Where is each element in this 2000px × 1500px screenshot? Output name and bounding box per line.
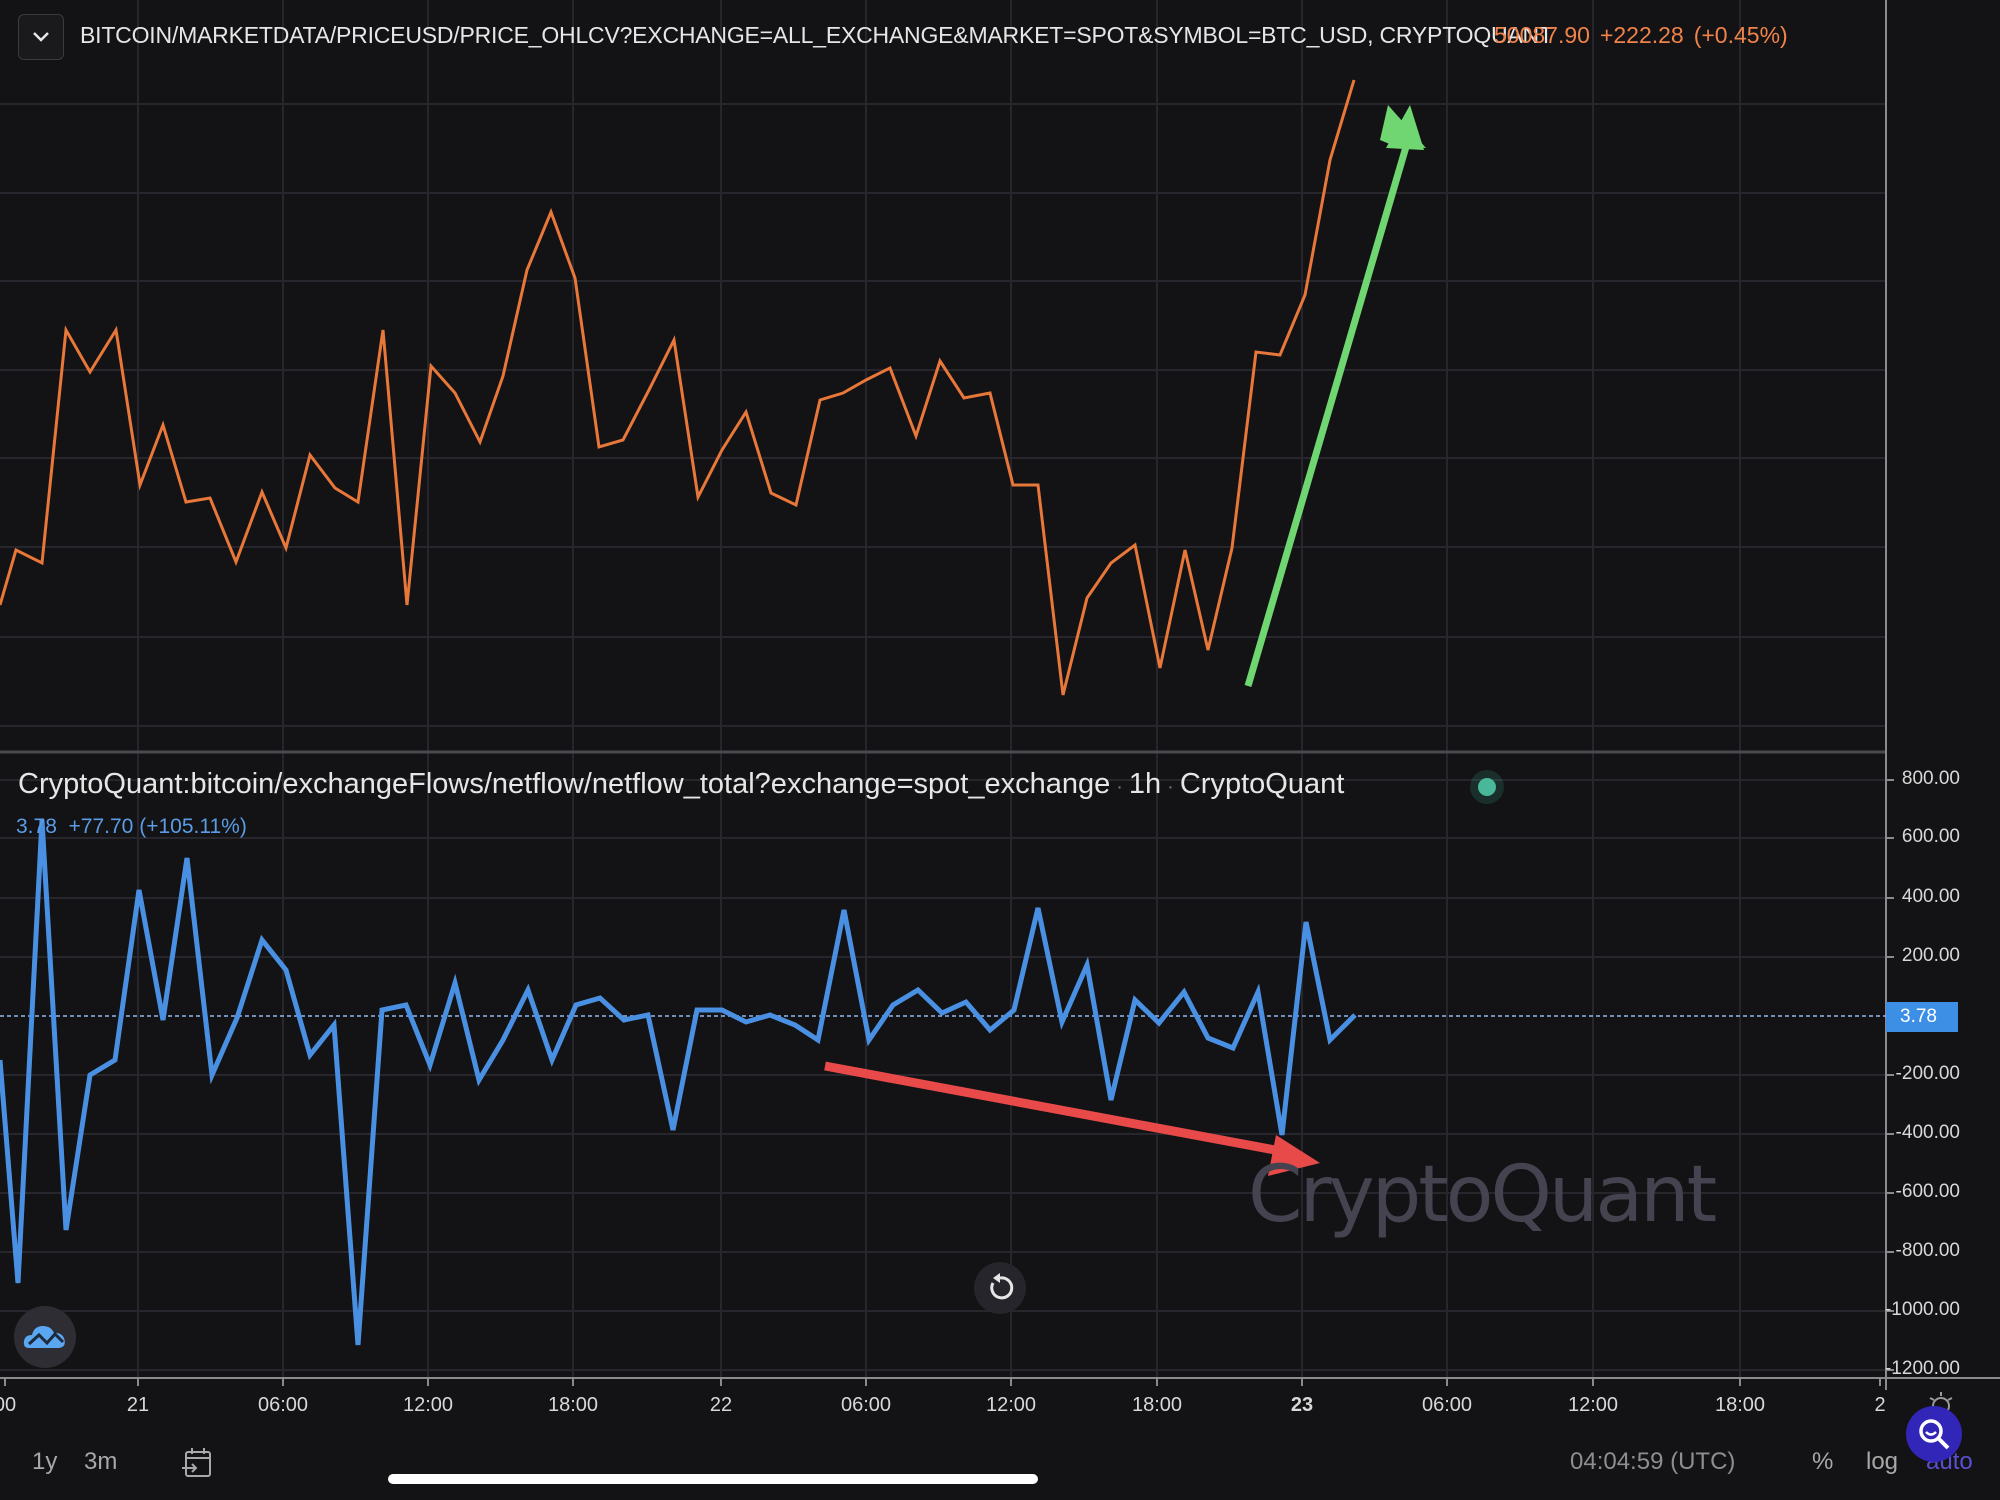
- separator-dot: ·: [1116, 776, 1123, 798]
- time-axis-ticks: [4, 1378, 1881, 1386]
- symbol-title: BITCOIN/MARKETDATA/PRICEUSD/PRICE_OHLCV?…: [80, 22, 1553, 48]
- y-axis-label: 400.00: [1901, 886, 1960, 907]
- chevron-down-icon: [33, 32, 49, 42]
- x-axis-label: 18:00: [1714, 1394, 1766, 1416]
- x-axis-label: 12:00: [985, 1394, 1037, 1416]
- range-3m-button[interactable]: 3m: [84, 1448, 118, 1475]
- indicator-change: +77.70: [68, 815, 134, 838]
- symbol-dropdown-button[interactable]: [18, 14, 64, 60]
- y-axis-label: 800.00: [1901, 768, 1960, 789]
- x-axis-label: 12:00: [1567, 1394, 1619, 1416]
- search-icon: [1919, 1419, 1950, 1450]
- home-indicator[interactable]: [388, 1474, 1038, 1484]
- status-dot-icon: [1470, 770, 1504, 804]
- reset-icon: [990, 1273, 1014, 1300]
- price-change: +222.28: [1599, 22, 1684, 48]
- y-axis-label: -1000.00: [1884, 1299, 1960, 1320]
- x-axis-label: 2: [1874, 1394, 1886, 1416]
- last-price: 50087.90: [1494, 22, 1590, 48]
- goto-date-button[interactable]: [180, 1446, 214, 1480]
- x-axis-label: 18:00: [1131, 1394, 1183, 1416]
- chart-grid: [0, 0, 1886, 1378]
- y-axis-label: -200.00: [1895, 1063, 1960, 1084]
- price-axis-ticks: [1886, 779, 1894, 1371]
- up-arrow-annotation: [1244, 105, 1426, 687]
- chart-type-button[interactable]: [14, 1306, 76, 1368]
- x-axis-label: 12:00: [402, 1394, 454, 1416]
- x-axis-label: 00: [0, 1394, 17, 1416]
- search-fab-button[interactable]: [1906, 1406, 1962, 1462]
- x-axis-label: 21: [126, 1394, 150, 1416]
- y-axis-label: -800.00: [1895, 1240, 1960, 1261]
- x-axis-label: 22: [709, 1394, 733, 1416]
- indicator-interval: 1h: [1128, 768, 1162, 800]
- calendar-goto-icon: [182, 1448, 211, 1477]
- watermark-logo: CryptoQuant: [1248, 1150, 1717, 1240]
- x-axis-label: 06:00: [257, 1394, 309, 1416]
- x-axis-label: 18:00: [547, 1394, 599, 1416]
- range-1y-button[interactable]: 1y: [32, 1448, 58, 1475]
- y-axis-label: -400.00: [1895, 1122, 1960, 1143]
- utc-clock[interactable]: 04:04:59 (UTC): [1570, 1448, 1736, 1475]
- price-change-pct: (+0.45%): [1693, 22, 1788, 48]
- indicator-legend[interactable]: CryptoQuant:bitcoin/exchangeFlows/netflo…: [18, 768, 1344, 801]
- y-axis-label: 600.00: [1901, 826, 1960, 847]
- x-axis-label: 06:00: [840, 1394, 892, 1416]
- y-axis-label: 200.00: [1901, 945, 1960, 966]
- y-axis-label: -600.00: [1895, 1181, 1960, 1202]
- last-value-badge: 3.78: [1886, 1002, 1958, 1032]
- status-dot-inner: [1478, 778, 1496, 796]
- percent-scale-button[interactable]: %: [1812, 1448, 1834, 1475]
- reset-chart-button[interactable]: [974, 1262, 1026, 1314]
- down-arrow-annotation: [824, 1061, 1320, 1176]
- indicator-source: CryptoQuant: [1179, 768, 1345, 800]
- separator-dot: ·: [1167, 776, 1174, 798]
- log-scale-button[interactable]: log: [1866, 1448, 1899, 1475]
- indicator-change-pct: (+105.11%): [139, 815, 247, 838]
- x-axis-label: 23: [1290, 1394, 1314, 1416]
- cloud-chart-icon: [23, 1326, 65, 1348]
- indicator-values: 3.78 +77.70 (+105.11%): [16, 815, 247, 839]
- netflow-line: [0, 819, 1357, 1346]
- x-axis-label: 06:00: [1421, 1394, 1473, 1416]
- indicator-title: CryptoQuant:bitcoin/exchangeFlows/netflo…: [18, 768, 1111, 800]
- price-summary: 50087.90 +222.28 (+0.45%): [1494, 22, 1798, 49]
- y-axis-label: -1200.00: [1884, 1358, 1960, 1379]
- price-line: [0, 79, 1356, 696]
- indicator-value: 3.78: [16, 815, 57, 838]
